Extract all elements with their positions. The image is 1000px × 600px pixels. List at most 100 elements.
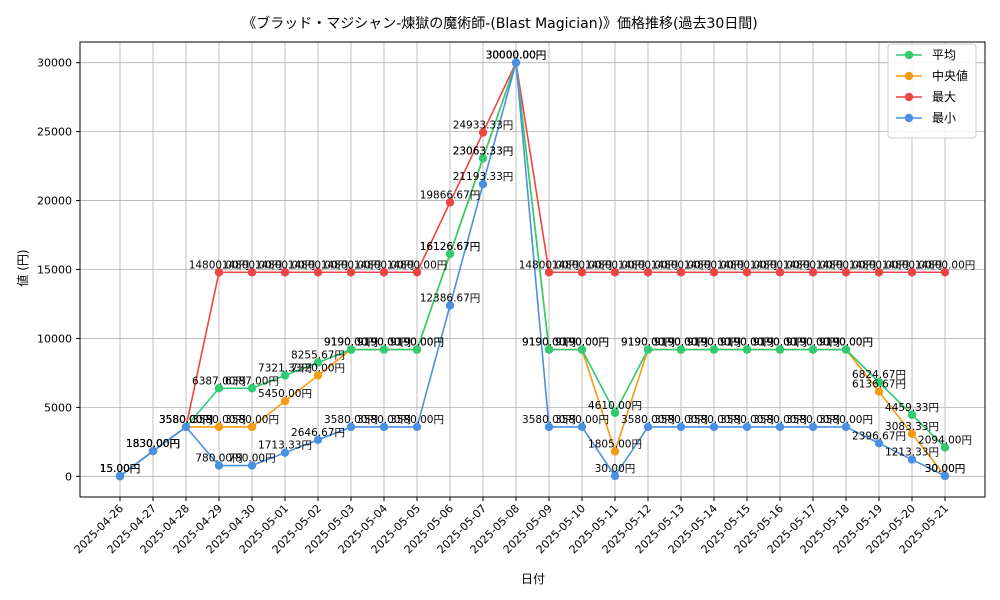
series-2-data-label: 14800.00円	[519, 259, 580, 271]
y-axis-label: 値 (円)	[15, 249, 30, 286]
series-3-point	[214, 461, 224, 470]
series-1-data-label: 3580.00円	[159, 414, 213, 426]
series-2-point	[676, 268, 686, 277]
series-1-data-label: 9190.00円	[621, 337, 675, 349]
legend-label-1: 中央値	[932, 68, 968, 83]
series-0-line	[119, 62, 946, 477]
series-1-point	[907, 429, 917, 439]
series-3-point	[346, 422, 356, 432]
series-3-point	[808, 422, 818, 432]
legend-marker-2	[904, 92, 914, 102]
series-0-data-label: 6387.00円	[192, 375, 246, 387]
series-0-data-label: 1830.00円	[126, 438, 180, 450]
series-0-data-label: 16126.67円	[420, 241, 481, 253]
series-3-point	[445, 301, 455, 310]
series-3-data-label: 780.00円	[228, 453, 275, 465]
series-3-data-label: 30000.00円	[486, 50, 547, 62]
series-2-data-label: 14800.00円	[849, 259, 910, 271]
series-3-data-label: 21193.33円	[453, 171, 514, 183]
legend-marker-1	[904, 71, 914, 81]
series-0-point	[577, 345, 587, 354]
series-0-data-label: 9190.00円	[654, 337, 708, 349]
series-1-data-label: 6136.67円	[852, 379, 906, 391]
series-0-data-label: 9190.00円	[786, 337, 840, 349]
series-3-data-label: 2396.67円	[852, 430, 906, 442]
series-0-point	[907, 410, 917, 420]
series-0-data-label: 2094.00円	[918, 434, 972, 446]
series-2-point	[808, 268, 818, 277]
series-3-point	[742, 422, 752, 432]
series-1-data-label: 30000.00円	[486, 50, 547, 62]
series-0-point	[379, 345, 389, 354]
series-2-point	[841, 268, 851, 277]
series-3-data-label: 1713.33円	[258, 440, 312, 452]
series-3-data-label: 3580.00円	[324, 414, 378, 426]
series-3-point	[940, 471, 950, 481]
series-0-data-label: 8255.67円	[291, 349, 345, 361]
series-3-data-label: 3580.00円	[159, 414, 213, 426]
series-0-data-label: 9190.00円	[753, 337, 807, 349]
series-3-point	[577, 422, 587, 432]
series-2-data-label: 14800.00円	[354, 259, 415, 271]
series-3-data-label: 3580.00円	[687, 414, 741, 426]
series-0-point	[643, 345, 653, 354]
series-2-point	[775, 268, 785, 277]
series-0-data-label: 9190.00円	[555, 337, 609, 349]
series-2-point	[346, 268, 356, 277]
series-3-data-label: 3580.00円	[522, 414, 576, 426]
legend-label-3: 最小	[932, 111, 956, 125]
series-0-data-label: 23063.33円	[453, 145, 514, 157]
series-3-point	[874, 439, 884, 448]
series-2-point	[907, 268, 917, 277]
x-axis-ticks: 2025-04-262025-04-272025-04-282025-04-29…	[72, 497, 951, 556]
series-0-point	[445, 249, 455, 259]
series-3-data-label: 3580.00円	[390, 414, 444, 426]
series-1-data-label: 3580.00円	[225, 414, 279, 426]
series-0-data-label: 4610.00円	[588, 400, 642, 412]
y-tick-label: 20000	[37, 195, 72, 208]
series-3-data-label: 1830.00円	[126, 438, 180, 450]
series-0-data-label: 30000.00円	[486, 50, 547, 62]
series-3-data-label: 3580.00円	[786, 414, 840, 426]
series-0-point	[841, 345, 851, 354]
series-0-point	[808, 345, 818, 354]
series-1-data-label: 15.00円	[100, 463, 141, 475]
series-0-data-label: 9190.00円	[621, 337, 675, 349]
series-2-data-label: 14800.00円	[717, 259, 778, 271]
series-0-data-label: 9190.00円	[324, 337, 378, 349]
series-0-data-label: 9190.00円	[522, 337, 576, 349]
series-1-data-label: 23063.33円	[453, 145, 514, 157]
series-1-data-label: 9190.00円	[786, 337, 840, 349]
series-3-point	[841, 422, 851, 432]
series-1-point	[874, 387, 884, 396]
series-2-data-label: 14800.00円	[618, 259, 679, 271]
series-1-data-label: 9190.00円	[324, 337, 378, 349]
y-tick-label: 30000	[37, 57, 72, 70]
series-0-point	[709, 345, 719, 354]
series-2-data-label: 14800.00円	[321, 259, 382, 271]
series-2-point	[313, 268, 323, 277]
series-0-point	[610, 408, 620, 417]
series-3-point	[478, 179, 488, 189]
series-0-point	[742, 345, 752, 354]
series-3-point	[280, 448, 290, 457]
x-axis-label: 日付	[521, 572, 545, 586]
series-0-point	[280, 371, 290, 380]
legend-marker-3	[904, 113, 914, 123]
series-0-data-label: 7321.33円	[258, 362, 312, 374]
y-tick-label: 0	[65, 470, 72, 483]
series-3-point	[181, 422, 191, 432]
series-1-data-label: 9190.00円	[654, 337, 708, 349]
series-2-data-label: 30000.00円	[486, 50, 547, 62]
series-3-point	[379, 422, 389, 432]
series-1-point	[214, 422, 224, 432]
legend-label-0: 平均	[932, 48, 956, 62]
series-0-data-label: 4459.33円	[885, 402, 939, 414]
series-3-data-label: 15.00円	[100, 463, 141, 475]
series-0-data-label: 15.00円	[100, 463, 141, 475]
series-3-data-label: 3580.00円	[654, 414, 708, 426]
legend-label-2: 最大	[932, 90, 956, 104]
series-1-data-label: 9190.00円	[720, 337, 774, 349]
